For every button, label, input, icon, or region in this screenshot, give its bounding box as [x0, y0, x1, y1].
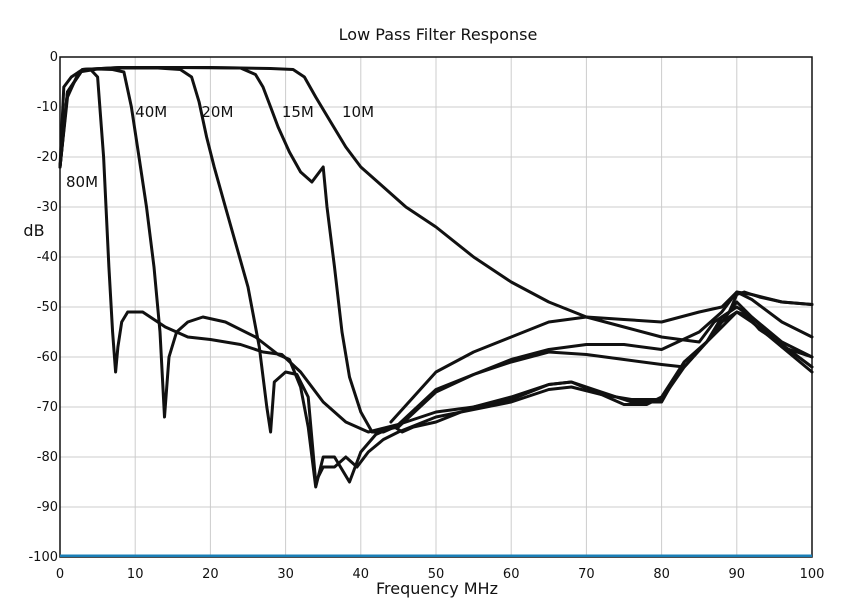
series-labels: 80M 40M 20M 15M 10M [66, 103, 374, 191]
y-tick-label-4: -40 [37, 250, 58, 265]
x-tick-label-8: 80 [653, 567, 670, 582]
y-tick-label-6: -60 [37, 350, 58, 365]
y-tick-label-3: -30 [37, 200, 58, 215]
x-tick-label-6: 60 [503, 567, 520, 582]
x-tick-label-5: 50 [428, 567, 445, 582]
curve-20M [58, 66, 814, 484]
y-tick-label-8: -80 [37, 450, 58, 465]
series-label-40M: 40M [135, 103, 167, 121]
y-tick-label-1: -10 [37, 100, 58, 115]
x-tick-label-4: 40 [353, 567, 370, 582]
y-tick-label-7: -70 [37, 400, 58, 415]
y-tick-label-10: -100 [28, 550, 58, 565]
x-tick-label-7: 70 [578, 567, 595, 582]
x-tick-label-3: 30 [277, 567, 294, 582]
curve-unlabeled-6 [389, 290, 814, 424]
y-tick-label-0: 0 [50, 50, 58, 65]
x-tick-label-9: 90 [729, 567, 746, 582]
y-axis-label: dB [23, 221, 44, 240]
x-axis-label: Frequency MHz [376, 579, 498, 598]
chart-title: Low Pass Filter Response [339, 25, 538, 44]
curve-10M [58, 66, 814, 344]
x-tick-label-2: 20 [202, 567, 219, 582]
curve-unlabeled-5 [370, 290, 814, 434]
series-label-15M: 15M [282, 103, 314, 121]
x-tick-label-0: 0 [56, 567, 64, 582]
x-tick-label-1: 10 [127, 567, 144, 582]
y-tick-label-9: -90 [37, 500, 58, 515]
y-tick-label-2: -20 [37, 150, 58, 165]
filter-curves [58, 66, 814, 489]
series-label-20M: 20M [201, 103, 233, 121]
y-tick-label-5: -50 [37, 300, 58, 315]
series-label-80M: 80M [66, 173, 98, 191]
curve-40M [58, 67, 814, 489]
x-tick-label-10: 100 [800, 567, 825, 582]
series-label-10M: 10M [342, 103, 374, 121]
axis-ticks: 0 10 20 30 40 50 60 70 80 90 100 0 -10 -20 -30 -40 -50 -6… [28, 50, 824, 582]
